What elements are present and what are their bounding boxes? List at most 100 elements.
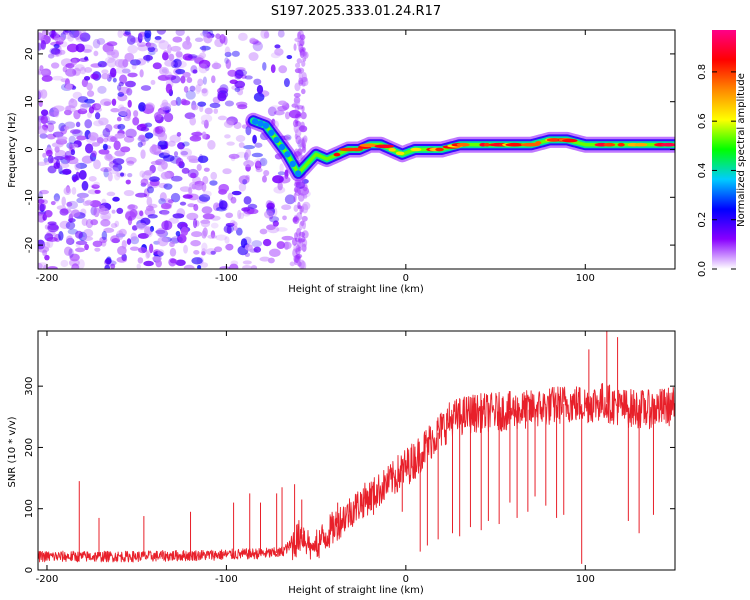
spectrogram-cell — [38, 199, 45, 204]
spectrogram-cell — [79, 102, 88, 112]
spectrogram-hotspot — [284, 151, 291, 158]
spectrogram-cell — [179, 201, 187, 206]
spectrogram-cell — [253, 78, 262, 86]
spectrogram-cell — [116, 116, 122, 122]
spectrogram-cell — [101, 230, 108, 241]
spectrogram-cell — [175, 68, 186, 75]
spectrogram-cell — [61, 196, 66, 207]
spectrogram-hotspot — [546, 138, 562, 142]
spectrogram-cell — [114, 133, 126, 139]
spectrogram-cell — [48, 30, 57, 38]
spectrogram-cell — [79, 32, 91, 42]
spectrogram-cell — [165, 83, 173, 94]
spectrogram-cell — [153, 249, 161, 255]
spectrogram-cell — [237, 88, 244, 96]
spectrogram-cell — [183, 244, 188, 254]
spectrogram-cell — [81, 218, 88, 226]
x-tick-label: -100 — [215, 273, 238, 284]
spectrogram-cell — [119, 74, 128, 84]
spectrogram-cell — [176, 132, 182, 137]
spectrogram-cell — [38, 191, 43, 201]
spectrogram-cell — [153, 112, 162, 121]
spectrogram-cell — [53, 193, 60, 202]
spectrogram-cell — [117, 30, 124, 39]
spectrogram-cell — [254, 160, 262, 171]
spectrogram-cell — [188, 155, 198, 162]
spectrogram-cell — [254, 142, 263, 148]
spectrogram-cell — [125, 179, 131, 185]
spectrogram-cell — [84, 98, 95, 104]
spectrogram-cell — [69, 143, 79, 148]
spectrogram-cell — [68, 142, 73, 152]
spectrogram-cell — [296, 58, 303, 64]
spectrogram-cell — [238, 175, 250, 185]
spectrogram-cell — [72, 176, 77, 183]
spectrogram-cell — [66, 156, 79, 165]
spectrogram-cell — [118, 86, 130, 95]
spectrogram-cell — [150, 160, 162, 165]
spectrogram-cell — [251, 152, 264, 158]
spectrogram-cell — [175, 230, 181, 237]
spectrogram-cell — [143, 170, 153, 176]
spectrogram-cell — [149, 225, 155, 232]
spectrogram-cell — [130, 236, 140, 245]
spectrogram-cell — [72, 67, 82, 77]
spectrogram-cell — [194, 184, 204, 191]
spectrogram-cell — [77, 30, 86, 36]
snr-ticks: -200 -100 0 100 0 100 200 300 — [24, 331, 675, 585]
spectrogram-cell — [160, 102, 172, 111]
y-tick-label: 0 — [24, 567, 35, 573]
spectrogram-cell — [300, 205, 305, 213]
spectrogram-cell — [99, 61, 108, 68]
spectrogram-cell — [235, 101, 248, 107]
spectrogram-cell — [118, 228, 127, 237]
spectrogram-hotspot — [289, 160, 296, 168]
spectrogram-cell — [198, 59, 211, 69]
spectrogram-cell — [161, 161, 168, 170]
spectrogram-cell — [241, 207, 251, 212]
y-tick-label: -10 — [24, 189, 35, 205]
spectrogram-cell — [277, 105, 288, 112]
spectrogram-cell — [121, 253, 127, 262]
spectrogram-cell — [52, 75, 64, 81]
spectrogram-cell — [169, 247, 177, 257]
spectrogram-cell — [299, 221, 303, 231]
spectrogram-cell — [38, 100, 43, 107]
spectrogram-cell — [75, 121, 81, 128]
spectrogram-cell — [116, 256, 128, 263]
spectrogram-cell — [209, 102, 221, 109]
spectrogram-cell — [189, 135, 202, 142]
spectrogram-cell — [126, 35, 136, 45]
spectrogram-hotspot — [257, 120, 264, 127]
spectrogram-cell — [123, 189, 135, 197]
spectrogram-cell — [38, 125, 48, 135]
spectrogram-cell — [66, 237, 75, 245]
spectrogram-cell — [112, 196, 120, 202]
spectrogram-cell — [175, 60, 187, 69]
spectrogram-cell — [300, 260, 307, 269]
spectrogram-cell — [159, 192, 167, 202]
spectrogram-cell — [224, 100, 235, 107]
spectrogram-hotspot — [535, 141, 542, 145]
spectrogram-cell — [103, 137, 109, 143]
spectrogram-cell — [256, 84, 264, 94]
spectrogram-cell — [102, 42, 114, 53]
spectrogram-cell — [243, 144, 255, 150]
spectrogram-cell — [110, 223, 118, 229]
x-tick-label: -100 — [215, 574, 238, 585]
spectrogram-cell — [262, 175, 267, 183]
spectrogram-cell — [182, 71, 191, 78]
spectrogram-cell — [252, 134, 257, 144]
spectrogram-cell — [39, 189, 49, 195]
spectrogram-cell — [252, 41, 263, 52]
spectrogram-cell — [107, 57, 117, 68]
spectrogram-cell — [235, 69, 248, 77]
spectrogram-cell — [78, 170, 87, 180]
spectrogram-cell — [50, 62, 60, 69]
spectrogram-cell — [107, 172, 113, 182]
spectrogram-cell — [123, 135, 135, 143]
spectrogram-cell — [202, 76, 207, 85]
spectrogram-cell — [229, 263, 239, 269]
spectrogram-cell — [149, 144, 162, 155]
